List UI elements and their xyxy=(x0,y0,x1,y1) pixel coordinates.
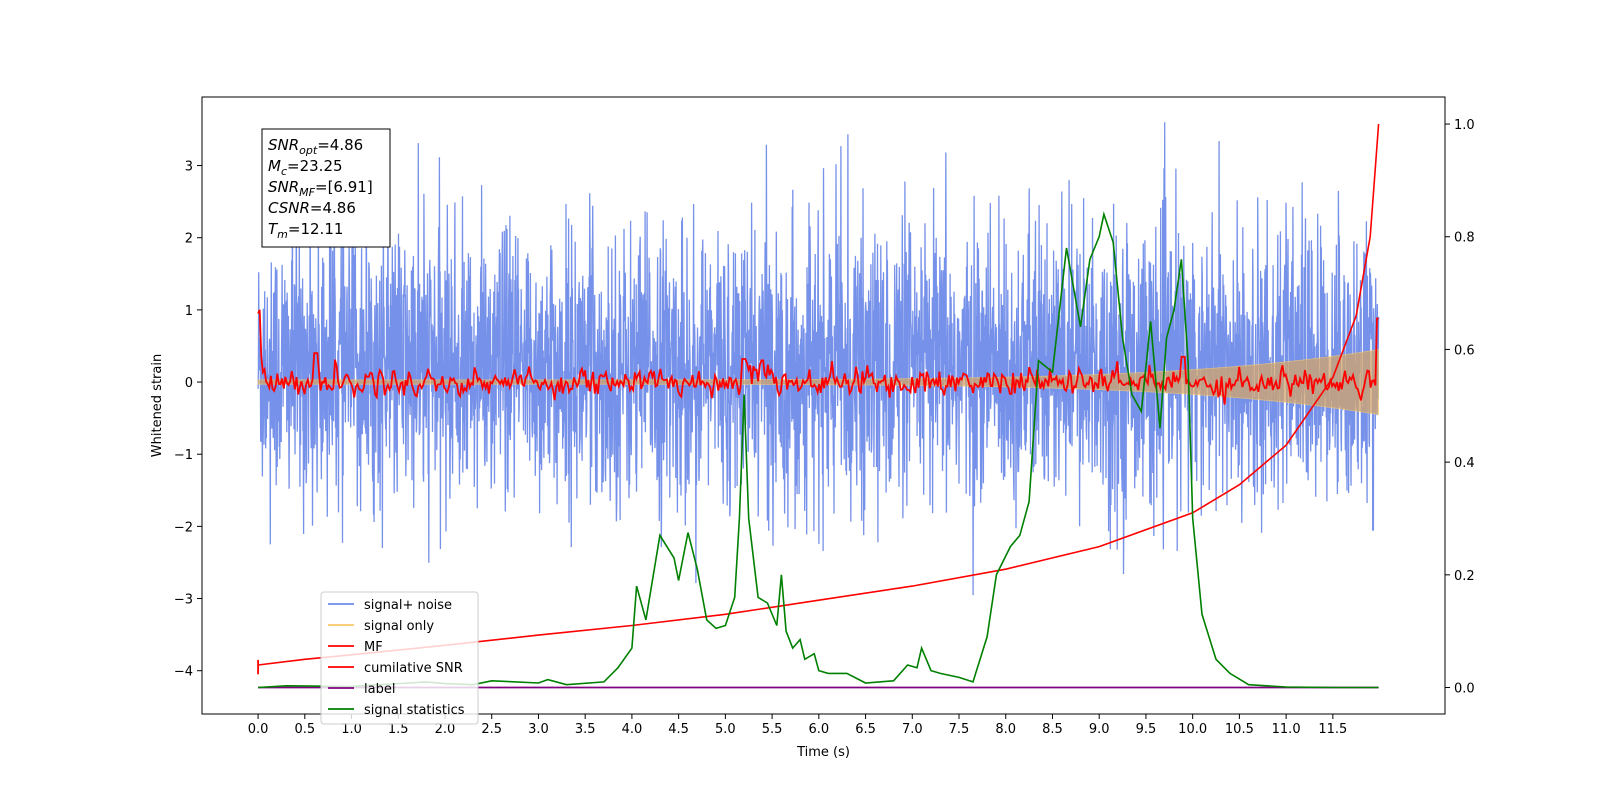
stats-row: Mc=23.25 xyxy=(268,157,343,178)
x-tick-label: 6.5 xyxy=(855,722,876,737)
x-tick-label: 5.5 xyxy=(762,722,783,737)
y-right-tick-label: 1.0 xyxy=(1454,118,1475,133)
y-left-tick-label: 3 xyxy=(185,160,193,175)
x-tick-label: 7.5 xyxy=(949,722,970,737)
annotations: SNRopt=4.86Mc=23.25SNRMF=[6.91]CSNR=4.86… xyxy=(261,128,479,725)
x-tick-label: 4.5 xyxy=(668,722,689,737)
x-tick-label: 1.5 xyxy=(388,722,409,737)
y-left-tick-label: −2 xyxy=(174,520,193,535)
x-tick-label: 3.5 xyxy=(575,722,596,737)
x-tick-label: 8.5 xyxy=(1042,722,1063,737)
legend-label: cumilative SNR xyxy=(364,661,463,676)
legend-label: label xyxy=(364,682,395,697)
y-right-tick-label: 0.4 xyxy=(1454,456,1475,471)
stats-row: SNRopt=4.86 xyxy=(268,136,363,157)
stats-row: Tm=12.11 xyxy=(268,220,343,241)
y-right-tick-label: 0.2 xyxy=(1454,569,1475,584)
legend-label: signal+ noise xyxy=(364,598,452,613)
y-axis-label: Whitened strain xyxy=(150,354,165,457)
x-axis-label: Time (s) xyxy=(796,745,850,760)
y-right-tick-label: 0.8 xyxy=(1454,231,1475,246)
x-tick-label: 2.0 xyxy=(435,722,456,737)
x-tick-label: 7.0 xyxy=(902,722,923,737)
legend-label: signal statistics xyxy=(364,703,465,718)
x-tick-label: 4.0 xyxy=(622,722,643,737)
y-right-tick-label: 0.0 xyxy=(1454,682,1475,697)
y-right-tick-label: 0.6 xyxy=(1454,343,1475,358)
legend-label: signal only xyxy=(364,619,434,634)
x-tick-label: 8.0 xyxy=(995,722,1016,737)
x-tick-label: 10.0 xyxy=(1178,722,1207,737)
plot-frame xyxy=(201,96,1446,715)
legend-box xyxy=(320,591,479,725)
x-tick-label: 9.0 xyxy=(1089,722,1110,737)
x-tick-label: 6.0 xyxy=(808,722,829,737)
y-left-tick-label: −4 xyxy=(174,665,193,680)
y-left-tick-label: −3 xyxy=(174,593,193,608)
series-line-signal-statistics xyxy=(258,211,1379,689)
x-tick-label: 11.5 xyxy=(1318,722,1347,737)
x-tick-label: 2.5 xyxy=(481,722,502,737)
axes: 0.0 0.5 1.0 1.5 2.0 2.5 3.0 3.5 4.0 4.5 5.0 5.5 6.0 6… xyxy=(150,96,1475,760)
x-tick-label: 11.0 xyxy=(1272,722,1301,737)
legend-label: MF xyxy=(364,640,383,655)
series-line-mf xyxy=(257,309,1379,405)
y-left-tick-label: 2 xyxy=(185,232,193,247)
x-tick-label: 9.5 xyxy=(1136,722,1157,737)
x-tick-label: 3.0 xyxy=(528,722,549,737)
y-left-tick-label: 0 xyxy=(185,376,193,391)
y-left-tick-label: 1 xyxy=(185,304,193,319)
y-left-tick-label: −1 xyxy=(174,448,193,463)
stats-row: SNRMF=[6.91] xyxy=(268,178,373,199)
x-tick-label: 10.5 xyxy=(1225,722,1254,737)
x-tick-label: 0.0 xyxy=(248,722,269,737)
stats-row: CSNR=4.86 xyxy=(268,199,356,217)
x-tick-label: 5.0 xyxy=(715,722,736,737)
stats-box xyxy=(261,128,391,248)
x-tick-label: 0.5 xyxy=(294,722,315,737)
series-line-signal-noise xyxy=(257,122,1380,596)
series-band-signal-only xyxy=(257,349,1379,415)
x-tick-label: 1.0 xyxy=(341,722,362,737)
